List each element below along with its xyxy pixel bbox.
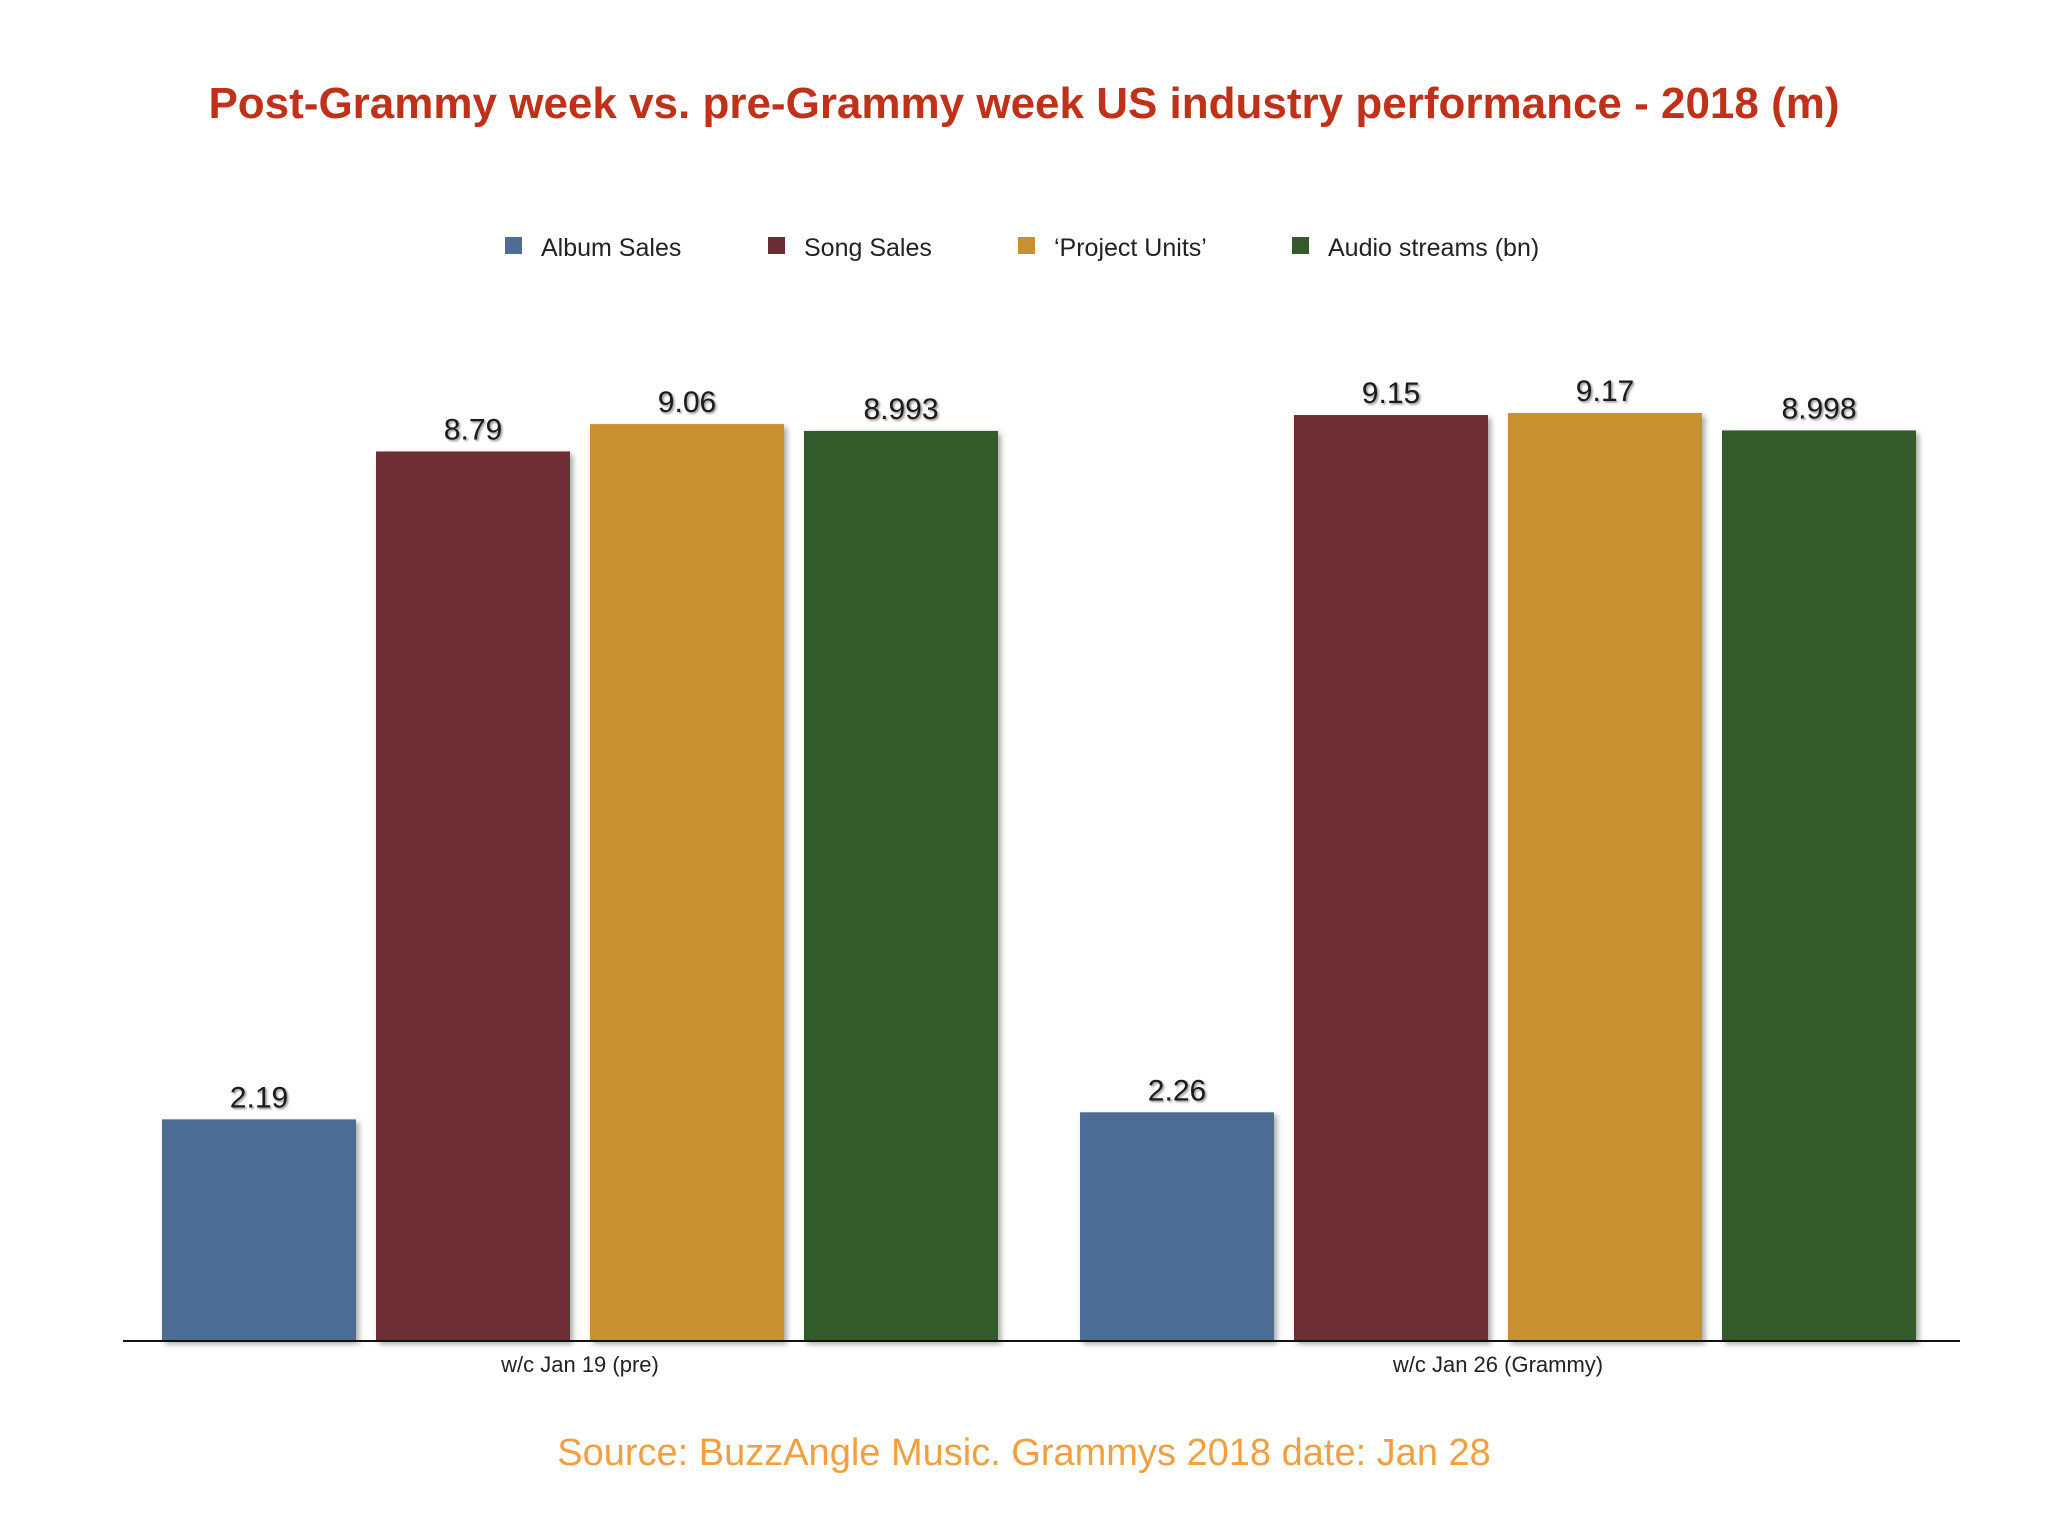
data-label-1-3: 8.998 — [1781, 392, 1856, 425]
data-label-0-0: 2.19 — [230, 1081, 288, 1114]
legend-label-2: ‘Project Units’ — [1054, 234, 1207, 262]
category-label-1: w/c Jan 26 (Grammy) — [1392, 1352, 1603, 1377]
data-label-0-1: 8.79 — [444, 413, 502, 446]
source-note: Source: BuzzAngle Music. Grammys 2018 da… — [557, 1432, 1491, 1474]
legend-swatch-0 — [505, 237, 522, 254]
value-labels-group: 2.19 8.79 9.06 8.993 2.26 9.15 9.17 8.998 — [230, 375, 1857, 1114]
bars-group — [162, 413, 1916, 1342]
data-label-0-3: 8.993 — [863, 393, 938, 426]
bar-0-0 — [162, 1119, 356, 1341]
legend: Album Sales Song Sales ‘Project Units’ Audi… — [505, 234, 1539, 262]
data-label-1-1: 9.15 — [1362, 377, 1420, 410]
bar-1-1 — [1294, 415, 1488, 1341]
legend-swatch-3 — [1292, 237, 1309, 254]
bar-0-2 — [590, 424, 784, 1341]
bar-0-3 — [804, 430, 998, 1341]
bar-1-0 — [1080, 1112, 1274, 1341]
legend-swatch-1 — [768, 237, 785, 254]
bar-1-2 — [1508, 413, 1702, 1341]
legend-label-1: Song Sales — [804, 234, 932, 262]
bar-0-1 — [376, 451, 570, 1342]
category-label-0: w/c Jan 19 (pre) — [500, 1352, 659, 1377]
data-label-1-0: 2.26 — [1148, 1074, 1206, 1107]
bar-1-3 — [1722, 430, 1916, 1341]
legend-swatch-2 — [1018, 237, 1035, 254]
data-label-0-2: 9.06 — [658, 386, 716, 419]
data-label-1-2: 9.17 — [1576, 375, 1634, 408]
legend-label-0: Album Sales — [541, 234, 681, 262]
legend-label-3: Audio streams (bn) — [1328, 234, 1539, 262]
category-labels-group: w/c Jan 19 (pre) w/c Jan 26 (Grammy) — [500, 1352, 1603, 1377]
chart-title: Post-Grammy week vs. pre-Grammy week US … — [208, 79, 1839, 128]
